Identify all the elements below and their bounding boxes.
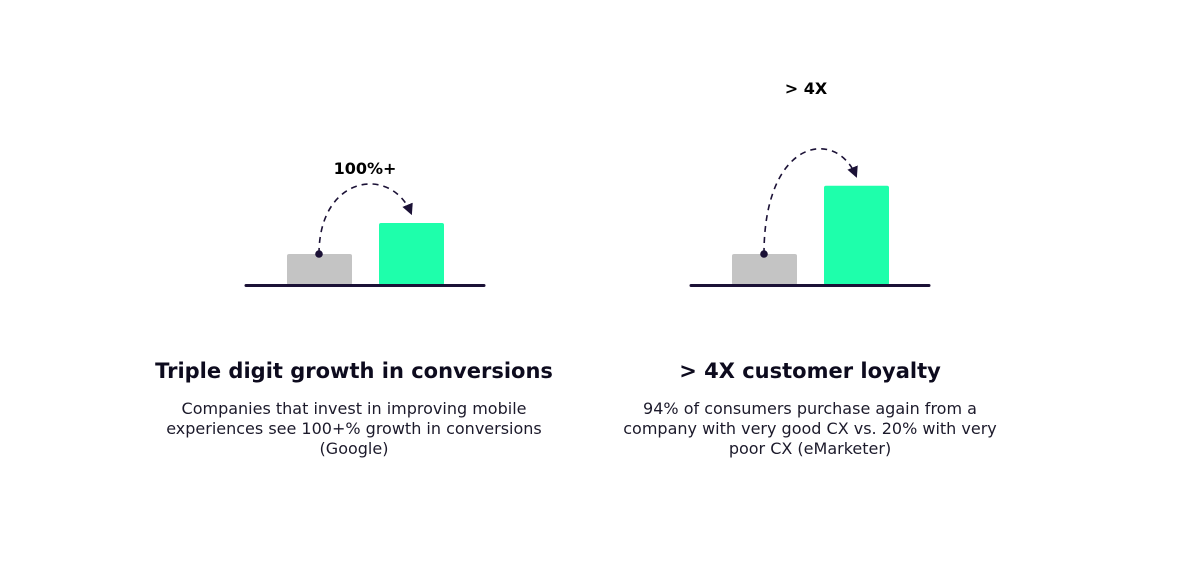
bar-after (824, 185, 889, 285)
chart-description: Companies that invest in improving mobil… (166, 399, 542, 458)
chart-conversions: 100%+ (244, 159, 486, 287)
bar-before (287, 254, 352, 285)
callout-label: > 4X (785, 79, 828, 98)
chart-loyalty: > 4X (689, 79, 931, 287)
arrow-start-dot (760, 250, 768, 258)
bar-before (732, 254, 797, 285)
chart-heading: > 4X customer loyalty (679, 359, 941, 383)
bar-after (379, 223, 444, 285)
growth-arrow (763, 148, 858, 255)
chart-description: 94% of consumers purchase again from a c… (623, 399, 997, 458)
growth-arrow (318, 183, 413, 255)
arrow-start-dot (315, 250, 323, 258)
callout-label: 100%+ (334, 159, 397, 178)
chart-heading: Triple digit growth in conversions (155, 359, 553, 383)
